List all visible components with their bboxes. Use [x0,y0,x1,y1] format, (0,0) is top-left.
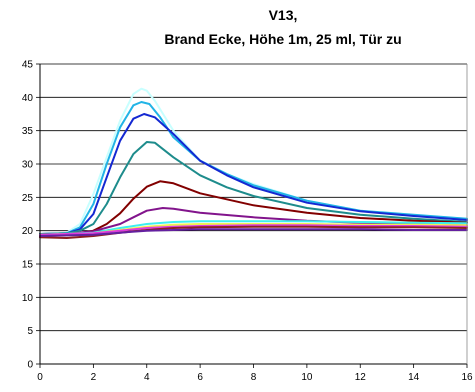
x-tick-labels: 0 2 4 6 8 10 12 14 16 [37,372,473,383]
y-tick-label-10: 10 [22,293,34,304]
series-line-1 [39,87,468,235]
y-tick-label-0: 0 [27,360,33,371]
series-line-3 [39,113,468,235]
x-tick-label-6: 6 [197,372,203,383]
x-tick-label-10: 10 [301,372,313,383]
y-tick-label-15: 15 [22,260,34,271]
series-line-2 [39,101,468,235]
x-tick-label-0: 0 [37,372,43,383]
series-line-5 [39,180,468,237]
chart-title-line-1: V13, [269,7,298,23]
chart-title-line-2: Brand Ecke, Höhe 1m, 25 ml, Tür zu [164,31,401,47]
x-tick-label-8: 8 [251,372,257,383]
series-line-7 [39,220,468,236]
x-tick-label-14: 14 [408,372,420,383]
y-tick-labels: 0 5 10 15 20 25 30 35 40 45 [22,60,34,371]
axes [36,63,468,368]
y-tick-label-40: 40 [22,93,34,104]
y-tick-label-5: 5 [27,326,33,337]
series-line-10 [39,225,468,239]
x-tick-label-16: 16 [461,372,473,383]
y-tick-label-35: 35 [22,126,34,137]
y-tick-label-45: 45 [22,60,34,71]
y-tick-label-25: 25 [22,193,34,204]
series-line-11 [39,228,468,237]
series-line-9 [39,224,468,236]
series-lines [39,87,468,239]
y-tick-label-20: 20 [22,226,34,237]
x-tick-label-12: 12 [355,372,367,383]
x-tick-label-4: 4 [144,372,150,383]
y-tick-label-30: 30 [22,160,34,171]
series-line-4 [39,141,468,235]
x-tick-label-2: 2 [91,372,97,383]
gridlines [40,63,467,332]
